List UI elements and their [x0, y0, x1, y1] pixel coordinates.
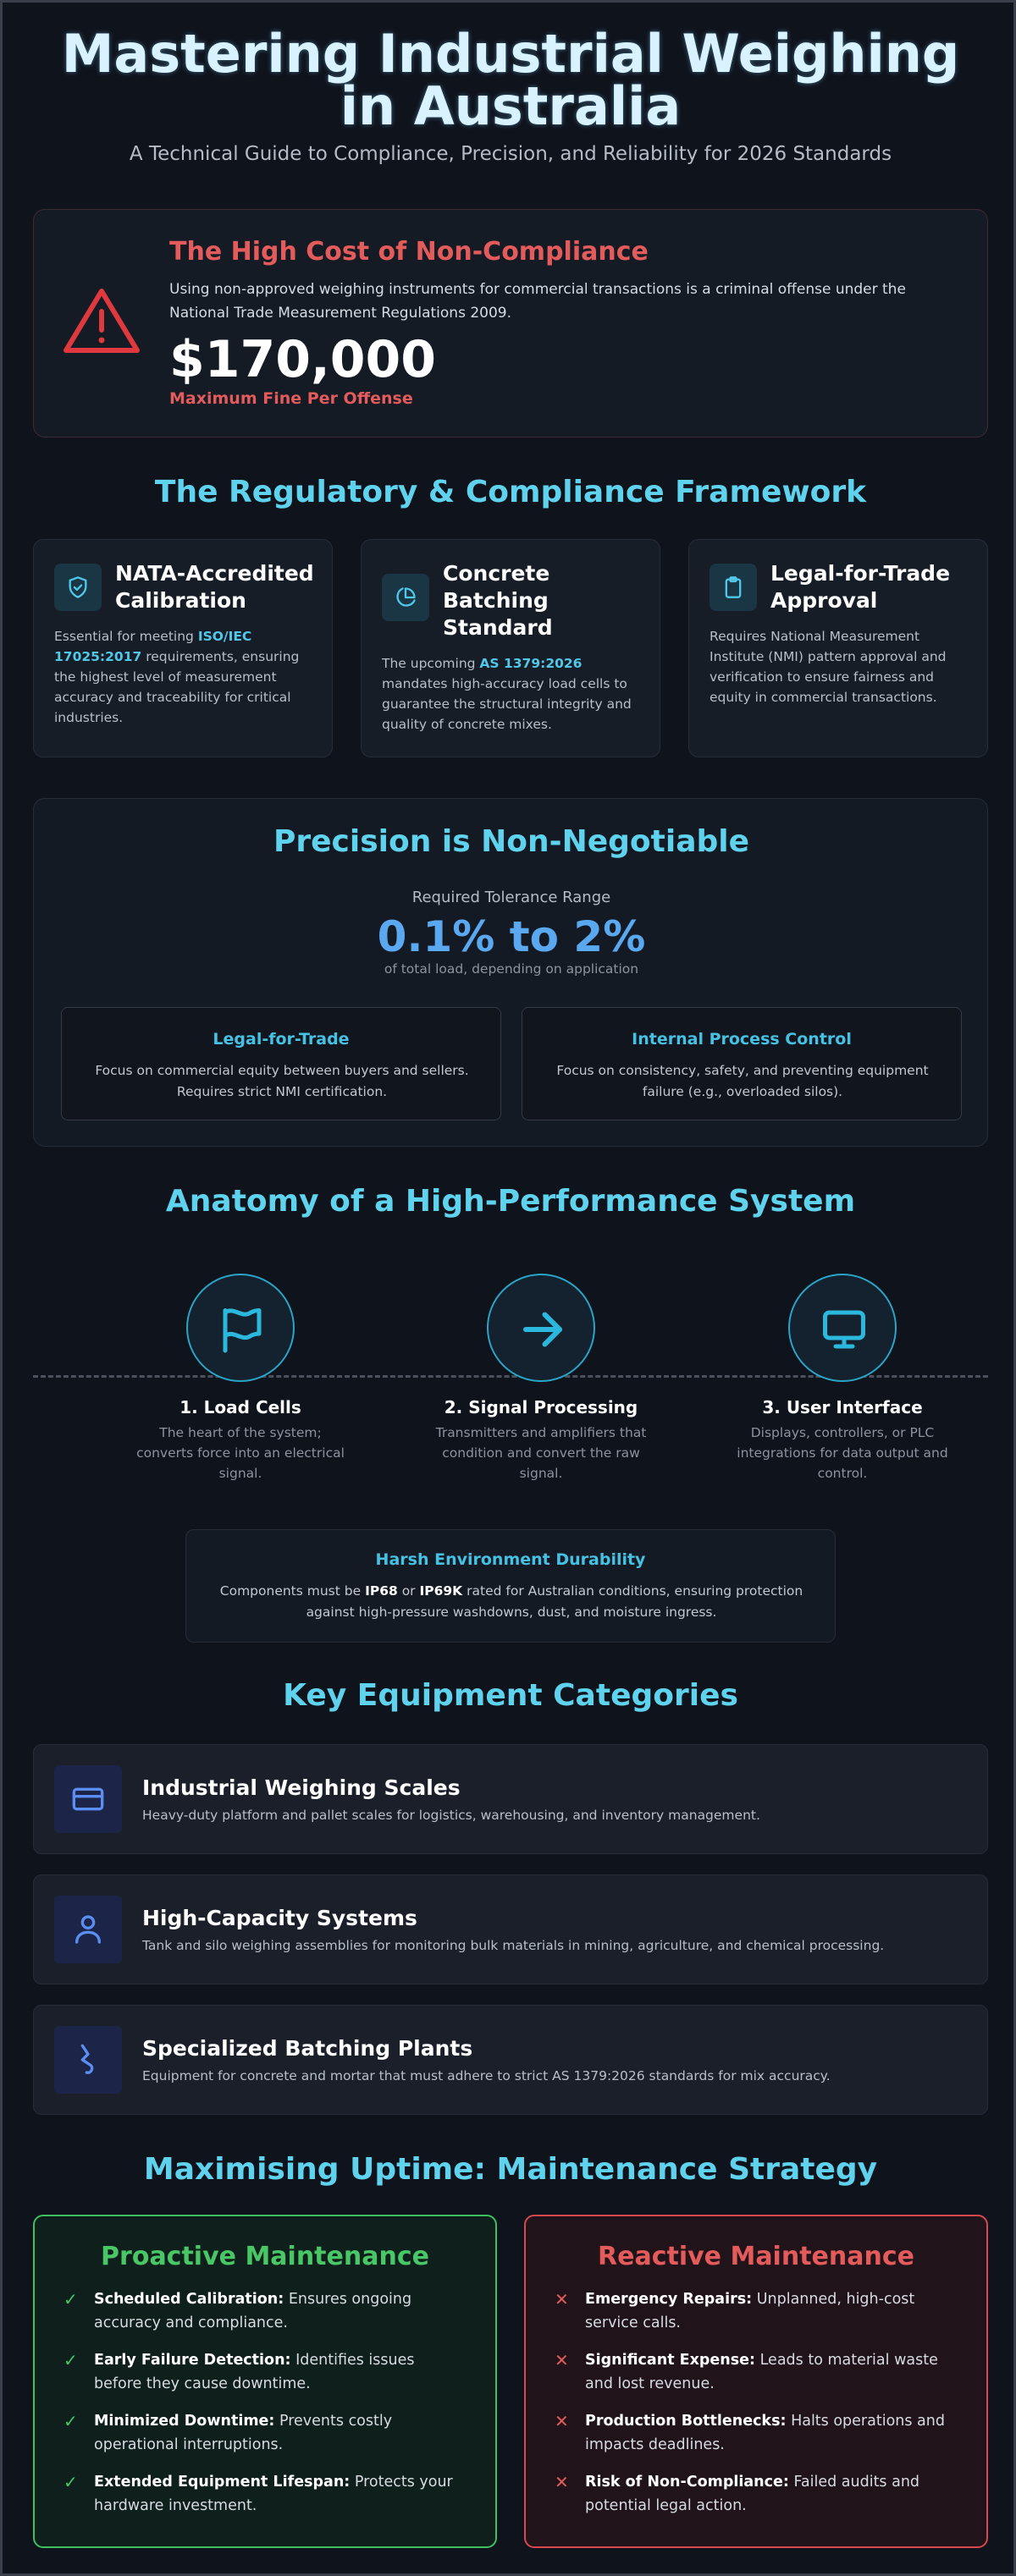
warning-triangle-icon — [64, 289, 140, 353]
box-title: Internal Process Control — [632, 1030, 852, 1049]
box-title: Legal-for-Trade — [213, 1030, 350, 1049]
equipment-title: Specialized Batching Plants — [142, 2036, 473, 2061]
cross-icon: ✕ — [555, 2411, 569, 2431]
monitor-icon — [788, 1274, 897, 1382]
anatomy-connector-line — [33, 1375, 988, 1378]
reactive-maintenance-panel: Reactive Maintenance ✕ Emergency Repairs… — [524, 2215, 988, 2548]
cross-icon: ✕ — [555, 2350, 569, 2370]
card-legal-for-trade: Legal-for-Trade Approval Requires Nation… — [688, 539, 988, 757]
equipment-section-title: Key Equipment Categories — [283, 1678, 738, 1713]
reg-card-body: The upcoming AS 1379:2026 mandates high-… — [382, 656, 632, 732]
equipment-body: Equipment for concrete and mortar that m… — [142, 2068, 831, 2083]
list-item-text: Extended Equipment Lifespan: Protects yo… — [94, 2474, 453, 2514]
maintenance-section-title: Maximising Uptime: Maintenance Strategy — [143, 2152, 878, 2187]
pie-chart-icon — [382, 574, 429, 621]
step-title: 1. Load Cells — [179, 1397, 301, 1417]
reg-card-title: Concrete Batching Standard — [443, 561, 553, 640]
cross-icon: ✕ — [555, 2289, 569, 2309]
check-icon: ✓ — [64, 2289, 78, 2309]
step-body: Transmitters and amplifiers that conditi… — [435, 1425, 647, 1481]
arrow-right-icon — [487, 1274, 595, 1382]
credit-card-icon — [54, 1765, 122, 1833]
precision-panel: Precision is Non-Negotiable Required Tol… — [33, 798, 988, 1147]
equipment-body: Heavy-duty platform and pallet scales fo… — [142, 1808, 760, 1823]
equipment-batching-plants: Specialized Batching Plants Equipment fo… — [33, 2005, 988, 2115]
page-subtitle: A Technical Guide to Compliance, Precisi… — [129, 143, 892, 165]
list-item-text: Risk of Non-Compliance: Failed audits an… — [585, 2474, 920, 2514]
proactive-title: Proactive Maintenance — [101, 2242, 429, 2271]
reg-card-body: Essential for meeting ISO/IEC 17025:2017… — [54, 629, 300, 725]
flag-icon — [186, 1274, 295, 1382]
check-icon: ✓ — [64, 2350, 78, 2370]
equipment-title: Industrial Weighing Scales — [142, 1775, 461, 1800]
check-icon: ✓ — [64, 2472, 78, 2492]
list-item-text: Emergency Repairs: Unplanned, high-cost … — [585, 2291, 915, 2331]
process-control-box: Internal Process Control Focus on consis… — [522, 1007, 962, 1120]
box-body: Focus on consistency, safety, and preven… — [556, 1063, 929, 1099]
list-item-text: Minimized Downtime: Prevents costly oper… — [94, 2413, 393, 2453]
max-fine-label: Maximum Fine Per Offense — [169, 389, 413, 408]
list-item-text: Production Bottlenecks: Halts operations… — [585, 2413, 945, 2453]
reactive-title: Reactive Maintenance — [598, 2242, 914, 2271]
box-body: Focus on commercial equity between buyer… — [95, 1063, 469, 1099]
alert-title: The High Cost of Non-Compliance — [169, 237, 649, 267]
check-icon: ✓ — [64, 2411, 78, 2431]
card-nata-calibration: NATA-Accredited Calibration Essential fo… — [33, 539, 333, 757]
step-body: Displays, controllers, or PLC integratio… — [737, 1425, 948, 1481]
wave-icon — [54, 2026, 122, 2094]
list-item-text: Significant Expense: Leads to material w… — [585, 2352, 938, 2392]
equipment-body: Tank and silo weighing assemblies for mo… — [142, 1938, 885, 1953]
max-fine-amount: $170,000 — [169, 330, 437, 389]
precision-title: Precision is Non-Negotiable — [273, 824, 750, 859]
list-item-text: Scheduled Calibration: Ensures ongoing a… — [94, 2291, 412, 2331]
step-title: 3. User Interface — [762, 1397, 923, 1417]
tolerance-value: 0.1% to 2% — [377, 912, 646, 961]
step-body: The heart of the system; converts force … — [136, 1425, 345, 1481]
user-icon — [54, 1896, 122, 1963]
anatomy-section-title: Anatomy of a High-Performance System — [165, 1184, 856, 1219]
list-item-text: Early Failure Detection: Identifies issu… — [94, 2352, 415, 2392]
card-concrete-batching: Concrete Batching Standard The upcoming … — [361, 539, 660, 757]
tolerance-note: of total load, depending on application — [384, 961, 639, 977]
reg-card-body: Requires National Measurement Institute … — [710, 629, 947, 705]
harsh-title: Harsh Environment Durability — [375, 1550, 646, 1569]
reg-card-title: Legal-for-Trade Approval — [770, 561, 951, 613]
reg-card-title: NATA-Accredited Calibration — [115, 561, 314, 613]
regulatory-section-title: The Regulatory & Compliance Framework — [154, 475, 867, 509]
equipment-industrial-scales: Industrial Weighing Scales Heavy-duty pl… — [33, 1744, 988, 1854]
equipment-high-capacity: High-Capacity Systems Tank and silo weig… — [33, 1874, 988, 1984]
alert-body: Using non-approved weighing instruments … — [169, 281, 906, 322]
harsh-body: Components must be IP68 or IP69K rated f… — [219, 1583, 803, 1620]
equipment-title: High-Capacity Systems — [142, 1906, 417, 1930]
clipboard-icon — [710, 564, 757, 611]
legal-for-trade-box: Legal-for-Trade Focus on commercial equi… — [61, 1007, 501, 1120]
tolerance-label: Required Tolerance Range — [411, 889, 611, 906]
shield-check-icon — [54, 564, 102, 611]
harsh-environment-panel: Harsh Environment Durability Components … — [185, 1529, 836, 1643]
cross-icon: ✕ — [555, 2472, 569, 2492]
proactive-maintenance-panel: Proactive Maintenance ✓ Scheduled Calibr… — [33, 2215, 497, 2548]
step-title: 2. Signal Processing — [444, 1397, 638, 1417]
non-compliance-alert: The High Cost of Non-Compliance Using no… — [33, 209, 988, 438]
page-title: Mastering Industrial Weighing in Austral… — [61, 23, 960, 137]
